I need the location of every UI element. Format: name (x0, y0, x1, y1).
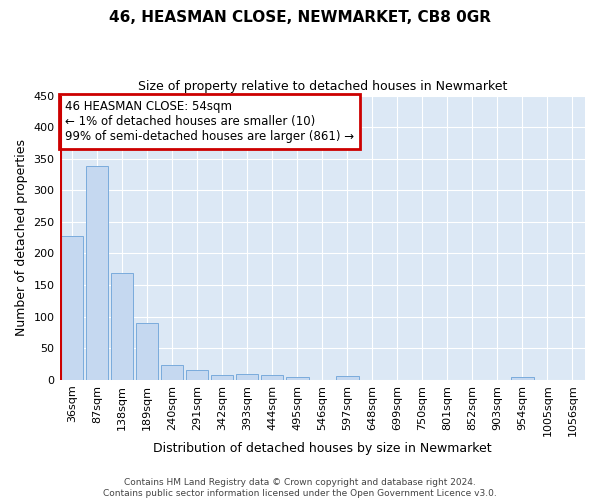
Bar (111, 273, 133, 380)
Bar (61, 236, 83, 380)
Bar (286, 378, 308, 380)
Bar (261, 376, 283, 380)
Bar (211, 376, 233, 380)
Text: Contains HM Land Registry data © Crown copyright and database right 2024.
Contai: Contains HM Land Registry data © Crown c… (103, 478, 497, 498)
Bar (236, 374, 259, 380)
Text: 46, HEASMAN CLOSE, NEWMARKET, CB8 0GR: 46, HEASMAN CLOSE, NEWMARKET, CB8 0GR (109, 10, 491, 25)
Bar (511, 376, 534, 380)
Bar (161, 366, 184, 380)
Bar (86, 166, 109, 380)
Text: 46 HEASMAN CLOSE: 54sqm
← 1% of detached houses are smaller (10)
99% of semi-det: 46 HEASMAN CLOSE: 54sqm ← 1% of detached… (65, 100, 354, 143)
X-axis label: Distribution of detached houses by size in Newmarket: Distribution of detached houses by size … (153, 442, 491, 455)
Y-axis label: Number of detached properties: Number of detached properties (15, 139, 28, 336)
Bar (336, 376, 359, 380)
Title: Size of property relative to detached houses in Newmarket: Size of property relative to detached ho… (137, 80, 507, 93)
Bar (186, 370, 208, 380)
Bar (136, 323, 158, 380)
